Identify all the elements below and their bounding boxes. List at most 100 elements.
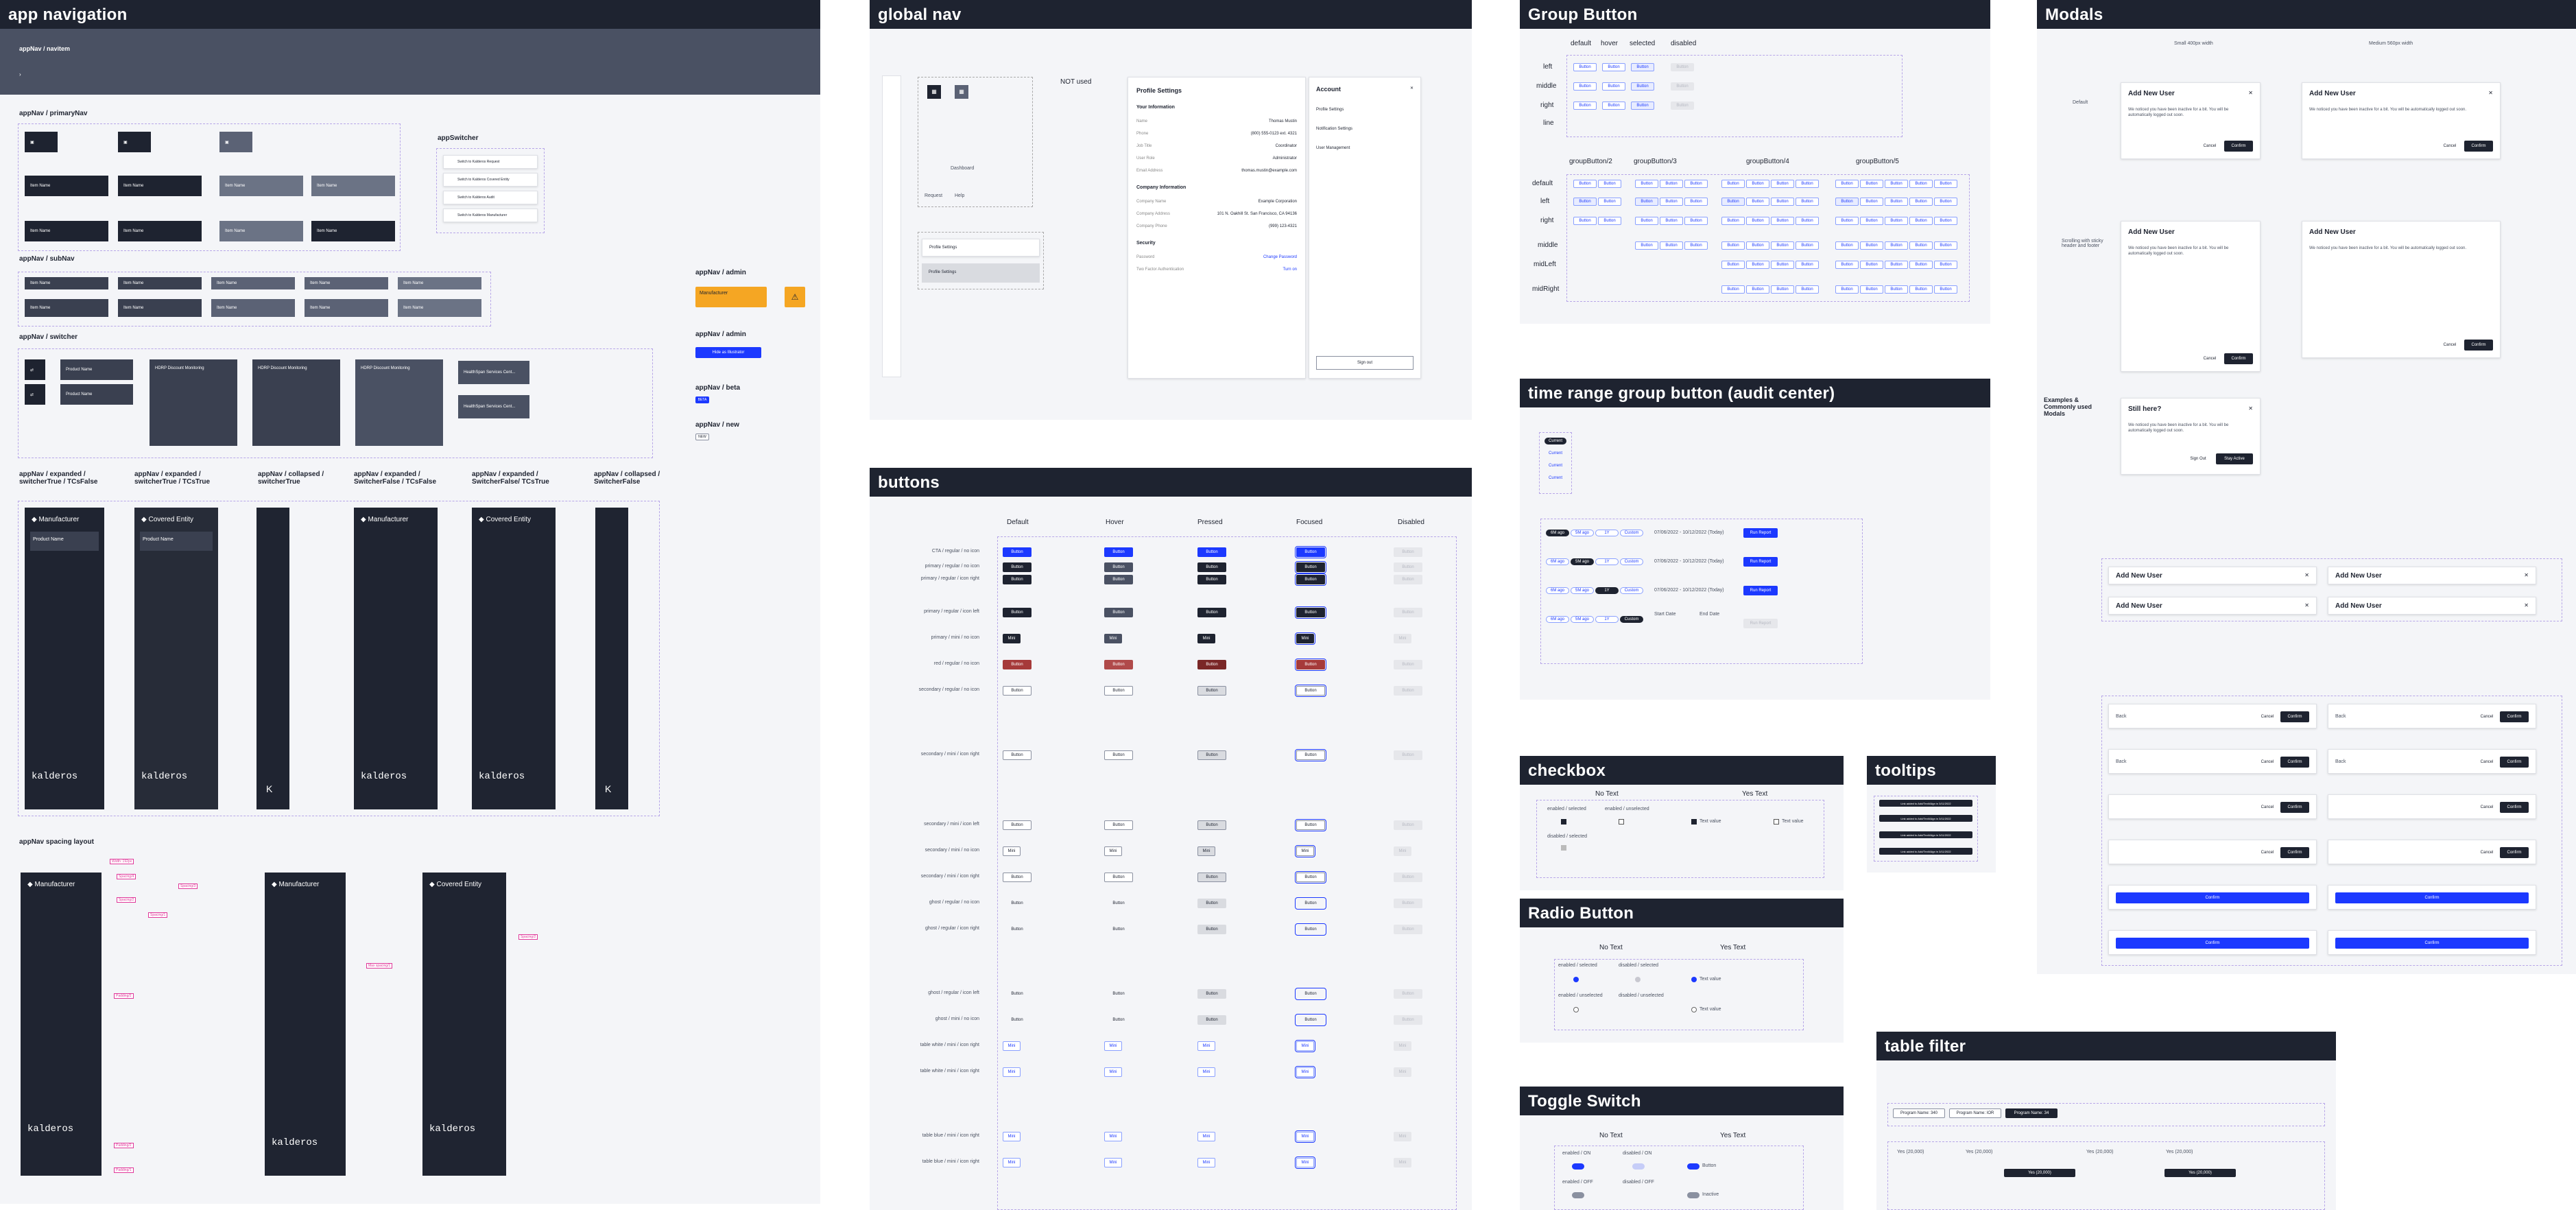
cancel-button[interactable]: Cancel (2480, 715, 2494, 719)
group-button[interactable]: Button (1631, 63, 1654, 71)
close-icon[interactable]: ✕ (2304, 572, 2309, 578)
profile-menu-item[interactable]: Profile Settings (922, 239, 1040, 257)
button-sample[interactable]: Button (1112, 927, 1125, 932)
subnav-item[interactable]: Item Name (118, 277, 202, 289)
switcher-card[interactable]: HDRP Discount Monitoring (355, 359, 443, 446)
button-sample[interactable]: Button (1197, 660, 1226, 669)
group-button[interactable]: Button (1573, 63, 1597, 71)
button-sample[interactable]: Button (1295, 749, 1326, 761)
time-range-option[interactable]: 1Y (1595, 530, 1619, 536)
profile-menu-item-active[interactable]: Profile Settings (922, 263, 1040, 283)
button-sample[interactable]: Button (1011, 1018, 1023, 1022)
checkbox-unchecked[interactable] (1619, 819, 1624, 825)
back-button[interactable]: Back (2116, 714, 2127, 719)
time-range-option[interactable]: 5M ago (1571, 558, 1594, 565)
group-button[interactable]: Button (1860, 180, 1883, 188)
group-button[interactable]: Button (1835, 241, 1859, 250)
confirm-button[interactable]: Confirm (2224, 141, 2253, 152)
toggle-on[interactable] (1687, 1163, 1700, 1170)
button-sample[interactable]: Button (1104, 608, 1133, 617)
switcher-icon[interactable]: ⇄ (25, 384, 45, 405)
button-sample[interactable]: Button (1104, 873, 1133, 882)
group-button[interactable]: Button (1746, 198, 1769, 206)
nav-item[interactable]: Item Name (25, 176, 108, 196)
group-button[interactable]: Button (1885, 198, 1908, 206)
group-button[interactable]: Button (1934, 285, 1957, 294)
sign-out-button[interactable]: Sign out (1316, 356, 1414, 370)
group-button[interactable]: Button (1934, 180, 1957, 188)
close-icon[interactable]: ✕ (2304, 602, 2309, 608)
button-sample[interactable]: Button (1011, 901, 1023, 905)
time-range-option[interactable]: 1Y (1595, 558, 1619, 565)
switcher-icon[interactable]: ⇄ (25, 359, 45, 380)
button-sample[interactable]: Mini (1197, 1041, 1215, 1051)
button-sample[interactable]: Button (1011, 992, 1023, 996)
nav-item[interactable]: Item Name (311, 221, 395, 241)
radio-unselected[interactable] (1691, 1007, 1697, 1012)
group-button[interactable]: Button (1721, 180, 1745, 188)
turn-on-link[interactable]: Turn on (1283, 268, 1297, 272)
app-switch-item[interactable]: Switch to Kalderos Request (443, 155, 538, 169)
subnav-item[interactable]: Item Name (211, 299, 295, 317)
button-sample[interactable]: Mini (1295, 1066, 1315, 1078)
confirm-full-button[interactable]: Confirm (2116, 938, 2309, 949)
subnav-item[interactable]: Item Name (118, 299, 202, 317)
button-sample[interactable]: Mini (1003, 1158, 1021, 1167)
group-button[interactable]: Button (1598, 217, 1621, 225)
group-button[interactable]: Button (1909, 241, 1933, 250)
group-button[interactable]: Button (1771, 241, 1794, 250)
hide-illustrator-button[interactable]: Hide as Illustrator (695, 347, 761, 358)
button-sample[interactable]: Button (1112, 1018, 1125, 1022)
group-button[interactable]: Button (1835, 285, 1859, 294)
radio-selected[interactable] (1691, 977, 1697, 982)
confirm-full-button[interactable]: Confirm (2335, 892, 2529, 903)
group-button[interactable]: Button (1635, 198, 1658, 206)
button-sample[interactable]: Button (1197, 750, 1226, 760)
nav-item[interactable]: Item Name (311, 176, 395, 196)
radio-unselected[interactable] (1573, 1007, 1579, 1012)
checkbox-checked[interactable] (1561, 819, 1566, 825)
cancel-button[interactable]: Cancel (2261, 760, 2274, 764)
button-sample[interactable]: Button (1003, 547, 1031, 557)
button-sample[interactable]: Button (1197, 547, 1226, 557)
button-sample[interactable]: Button (1295, 606, 1326, 619)
group-button[interactable]: Button (1909, 198, 1933, 206)
app-switch-item[interactable]: Switch to Kalderos Audit (443, 191, 538, 204)
nav-item[interactable]: Item Name (219, 176, 303, 196)
button-sample[interactable]: Mini (1104, 1041, 1122, 1051)
run-report-button[interactable]: Run Report (1743, 557, 1778, 567)
confirm-button[interactable]: Confirm (2500, 847, 2529, 858)
group-button[interactable]: Button (1573, 198, 1597, 206)
confirm-button[interactable]: Confirm (2464, 340, 2493, 351)
group-button[interactable]: Button (1631, 82, 1654, 91)
button-sample[interactable]: Mini (1197, 634, 1215, 643)
button-sample[interactable]: Button (1112, 901, 1125, 905)
run-report-button[interactable]: Run Report (1743, 586, 1778, 595)
group-button[interactable]: Button (1796, 241, 1819, 250)
nav-item[interactable]: Item Name (118, 176, 202, 196)
group-button[interactable]: Button (1934, 261, 1957, 269)
group-button[interactable]: Button (1934, 198, 1957, 206)
subnav-item[interactable]: Item Name (25, 277, 108, 289)
button-sample[interactable]: Button (1197, 873, 1226, 882)
group-button[interactable]: Button (1573, 217, 1597, 225)
nav-product[interactable]: Product Name (140, 532, 213, 551)
cancel-button[interactable]: Cancel (2261, 851, 2274, 855)
account-menu-item[interactable]: Profile Settings (1316, 108, 1344, 112)
button-sample[interactable]: Button (1104, 820, 1133, 830)
group-button[interactable]: Button (1835, 198, 1859, 206)
time-pill[interactable]: Current (1548, 476, 1562, 480)
group-button[interactable]: Button (1684, 180, 1708, 188)
stay-active-button[interactable]: Stay Active (2216, 453, 2253, 464)
close-icon[interactable]: ✕ (2248, 90, 2253, 96)
group-button[interactable]: Button (1635, 241, 1658, 250)
group-button[interactable]: Button (1885, 180, 1908, 188)
confirm-button[interactable]: Confirm (2280, 711, 2309, 722)
button-sample[interactable]: Button (1003, 750, 1031, 760)
button-sample[interactable]: Button (1003, 873, 1031, 882)
time-range-option[interactable]: 5M ago (1571, 530, 1594, 536)
confirm-button[interactable]: Confirm (2500, 757, 2529, 768)
group-button[interactable]: Button (1860, 241, 1883, 250)
back-button[interactable]: Back (2116, 759, 2127, 764)
button-sample[interactable]: Button (1011, 927, 1023, 932)
